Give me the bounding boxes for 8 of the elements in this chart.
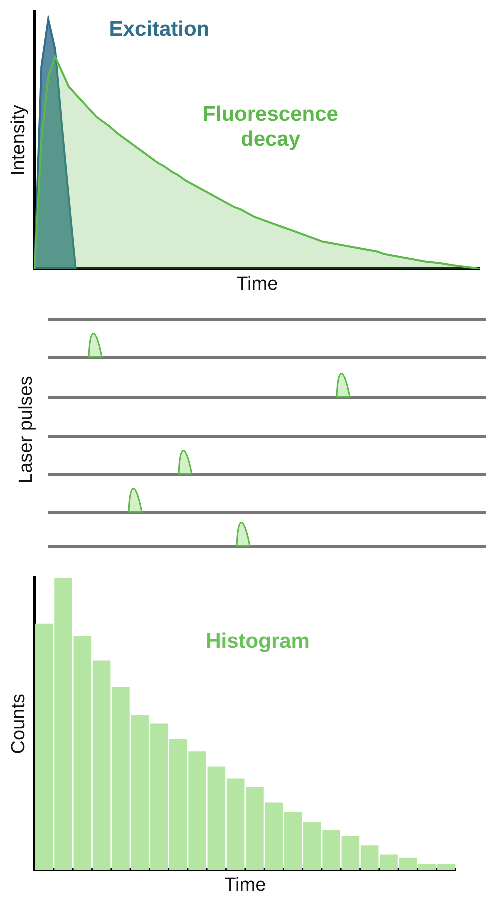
y-axis-title: Counts (8, 694, 30, 754)
annotation: Histogram (206, 630, 310, 654)
text: Laser pulses (16, 376, 38, 484)
series-label: Fluorescence decay (203, 103, 338, 152)
text: Excitation (109, 18, 210, 41)
y-axis-title: Intensity (8, 104, 30, 176)
x-axis-title: Time (224, 874, 266, 896)
x-axis-title: Time (236, 274, 278, 295)
